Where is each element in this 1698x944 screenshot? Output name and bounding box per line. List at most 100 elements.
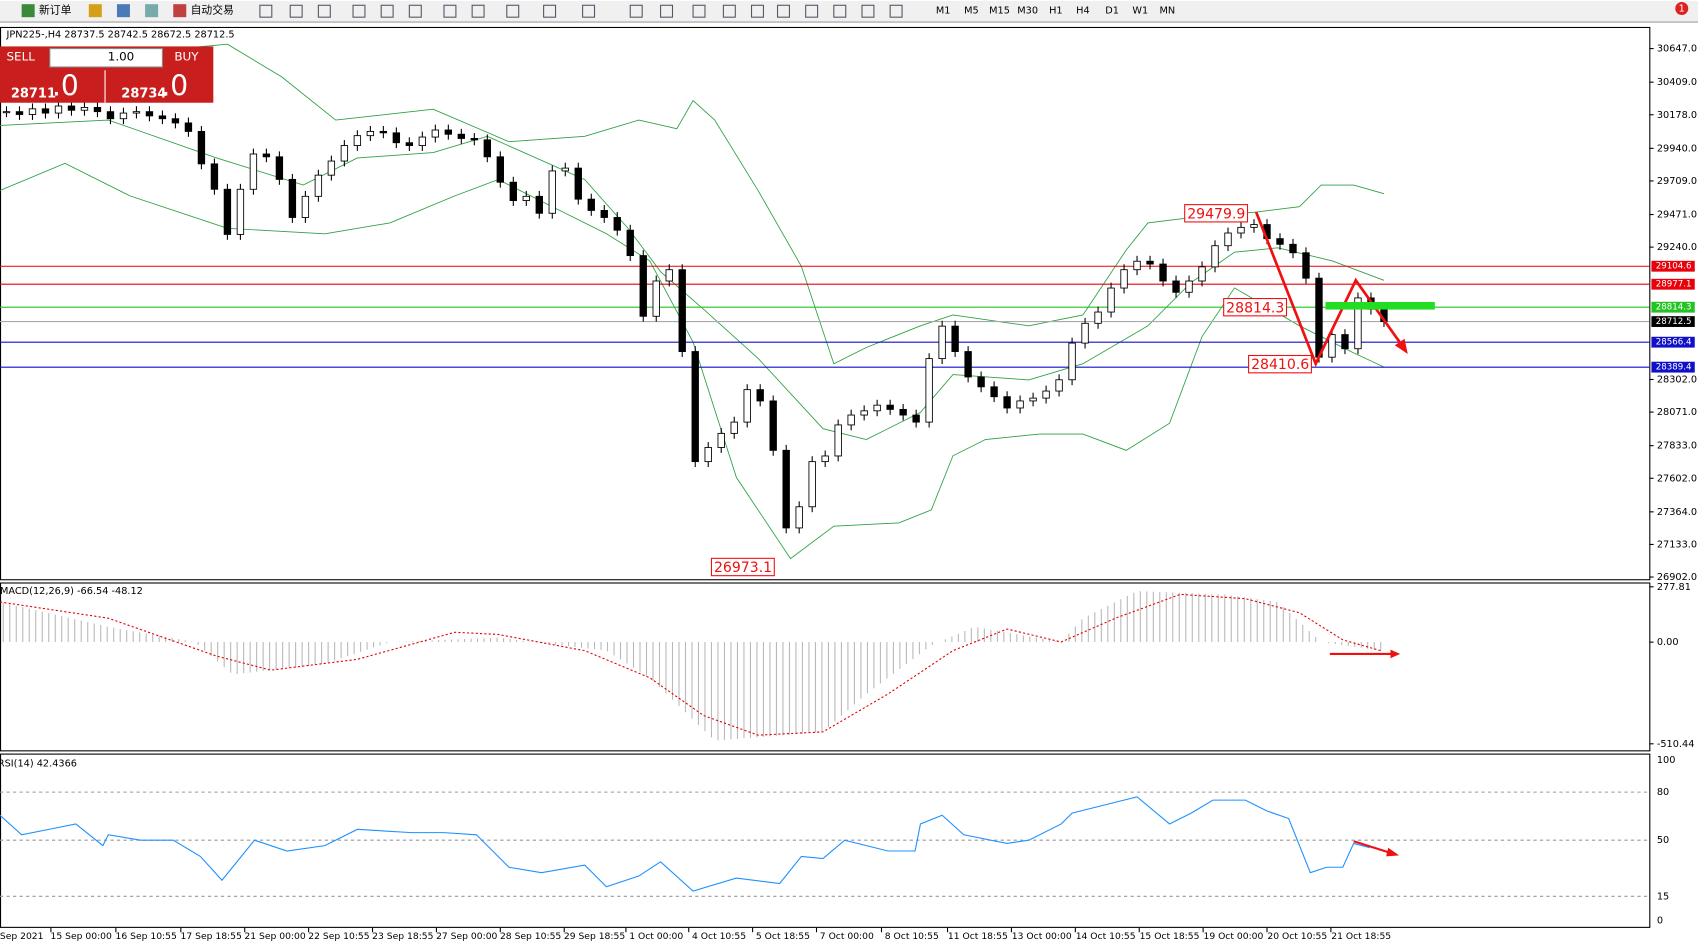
arrow-head <box>1386 847 1400 857</box>
auto-trading-icon[interactable] <box>173 4 187 18</box>
price-label: 28302.0 <box>1657 374 1697 385</box>
candle <box>483 139 491 158</box>
lots-field[interactable] <box>49 48 163 68</box>
level-tag <box>1651 336 1695 348</box>
candle <box>431 129 440 138</box>
ask-price[interactable]: 28734 <box>121 87 166 102</box>
candle <box>964 351 972 378</box>
candle <box>847 414 855 426</box>
toolbar-icon[interactable] <box>833 4 847 18</box>
candle <box>405 142 414 146</box>
candle <box>262 153 271 158</box>
candle <box>1185 280 1193 293</box>
toolbar-icon[interactable] <box>776 4 790 18</box>
sell-button[interactable]: SELL <box>6 50 35 64</box>
level-label: 28566.4 <box>1656 338 1692 348</box>
timeframe-button[interactable]: M30 <box>1017 6 1038 17</box>
toolbar-icon[interactable] <box>443 4 457 18</box>
date-label: 13 Oct 00:00 <box>1012 931 1072 942</box>
icon[interactable] <box>145 4 159 18</box>
lots[interactable]: 1.00 <box>108 50 135 64</box>
macd-axis-label: -510.44 <box>1657 739 1695 750</box>
candle <box>457 133 466 139</box>
date-label: 28 Sep 10:55 <box>500 931 561 942</box>
candle <box>2 111 11 114</box>
toolbar-icon[interactable] <box>506 4 520 18</box>
toolbar-icon[interactable] <box>471 4 485 18</box>
toolbar-icon[interactable] <box>259 4 273 18</box>
toolbar-icon[interactable] <box>380 4 394 18</box>
toolbar-icon[interactable] <box>289 4 303 18</box>
annotation-box <box>710 557 775 577</box>
date-label: 1 Oct 00:00 <box>629 931 683 942</box>
level-tag <box>1651 260 1695 272</box>
date-label: 15 Sep 00:00 <box>51 931 112 942</box>
candle <box>1198 266 1206 282</box>
annotation: 28410.6 <box>1251 357 1309 373</box>
ask-fraction[interactable]: .0 <box>161 70 188 103</box>
timeframe-button[interactable]: M1 <box>936 6 951 17</box>
timeframe-button[interactable]: M15 <box>989 6 1010 17</box>
toolbar-icon[interactable] <box>805 4 819 18</box>
timeframe-button[interactable]: M5 <box>964 6 979 17</box>
level-tag <box>1651 301 1695 313</box>
toolbar-icon[interactable] <box>889 4 903 18</box>
auto-trading-button[interactable]: 自动交易 <box>191 3 234 17</box>
toolbar-icon[interactable] <box>750 4 764 18</box>
candle <box>756 389 764 402</box>
macd-signal <box>0 593 1381 736</box>
date-label: 16 Sep 10:55 <box>116 931 177 942</box>
chart-header: JPN225-,H4 28737.5 28742.5 28672.5 28712… <box>5 30 234 41</box>
price-label: 29240.0 <box>1657 242 1697 253</box>
toolbar-icon[interactable] <box>692 4 706 18</box>
candle <box>1250 224 1258 228</box>
annotation: 28814.3 <box>1226 300 1284 316</box>
arrow-head <box>1390 649 1401 659</box>
toolbar-icon[interactable] <box>582 4 596 18</box>
date-label: 27 Sep 00:00 <box>436 931 497 942</box>
icon[interactable] <box>116 4 130 18</box>
toolbar-icon[interactable] <box>408 4 422 18</box>
candle <box>1068 342 1076 381</box>
price-label: 30178.0 <box>1657 110 1697 121</box>
icon[interactable] <box>88 4 102 18</box>
timeframe-button[interactable]: H4 <box>1076 6 1090 17</box>
toolbar-icon[interactable] <box>722 4 736 18</box>
new-order-icon[interactable] <box>21 4 35 18</box>
alert-count: 1 <box>1679 4 1685 15</box>
timeframe-button[interactable]: H1 <box>1049 6 1063 17</box>
candle <box>1328 334 1336 358</box>
candle <box>353 135 362 146</box>
toolbar-icon[interactable] <box>629 4 643 18</box>
date-label: 11 Oct 18:55 <box>948 931 1008 942</box>
toolbar-icon[interactable] <box>861 4 875 18</box>
toolbar-icon[interactable] <box>352 4 366 18</box>
buy-button[interactable]: BUY <box>174 50 199 64</box>
rsi-line <box>0 796 1371 892</box>
candle <box>925 358 933 423</box>
annotation: 29479.9 <box>1187 206 1245 222</box>
candle <box>54 105 63 114</box>
timeframe-button[interactable]: MN <box>1160 6 1176 17</box>
toolbar-icon[interactable] <box>660 4 674 18</box>
candle <box>821 455 829 463</box>
candle <box>145 111 154 117</box>
new-order-button[interactable]: 新订单 <box>39 3 72 17</box>
candle <box>717 432 725 448</box>
date-label: 23 Sep 18:55 <box>372 931 433 942</box>
timeframe-button[interactable]: W1 <box>1132 6 1148 17</box>
level-label: 28814.3 <box>1656 303 1692 313</box>
candles <box>2 100 1388 534</box>
bid-price[interactable]: 28711 <box>11 87 56 102</box>
alert-badge[interactable] <box>1675 2 1689 16</box>
candle <box>119 112 128 120</box>
macd-axis-label: 277.81 <box>1657 582 1691 593</box>
timeframe-button[interactable]: D1 <box>1105 6 1119 17</box>
bid-fraction[interactable]: .0 <box>52 70 79 103</box>
toolbar-icon[interactable] <box>317 4 331 18</box>
arrow-head <box>1394 338 1408 354</box>
macd-panel <box>0 582 1651 752</box>
toolbar-icon[interactable] <box>543 4 557 18</box>
candle <box>1224 232 1232 247</box>
candle <box>418 136 427 146</box>
